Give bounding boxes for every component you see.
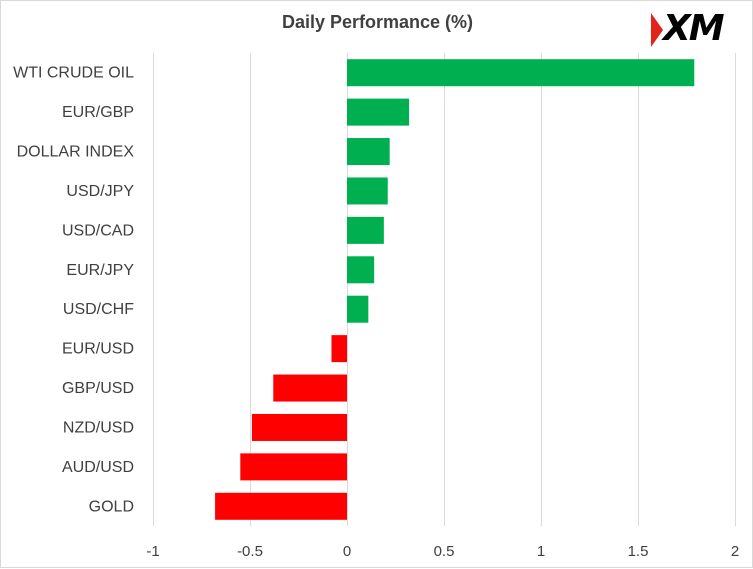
xm-logo-mark-icon	[651, 13, 663, 47]
category-label: USD/CAD	[62, 222, 134, 239]
bar	[240, 453, 347, 481]
x-tick-label: 1.5	[628, 543, 649, 560]
category-label: USD/CHF	[63, 301, 134, 318]
bar	[215, 492, 347, 520]
bar	[347, 59, 695, 87]
xm-logo: XM	[651, 8, 747, 51]
category-label: USD/JPY	[66, 183, 134, 200]
bar	[347, 216, 384, 244]
bar	[347, 256, 375, 284]
category-label: WTI CRUDE OIL	[13, 65, 134, 82]
category-label: NZD/USD	[63, 419, 134, 436]
bar	[331, 335, 347, 363]
x-tick-label: 0.5	[434, 543, 455, 560]
bar	[347, 98, 410, 126]
category-label: DOLLAR INDEX	[17, 144, 135, 161]
category-label: EUR/GBP	[62, 104, 134, 121]
chart-title: Daily Performance (%)	[281, 12, 474, 32]
bar	[347, 177, 388, 205]
bar	[273, 374, 347, 402]
category-label: AUD/USD	[62, 459, 134, 476]
bar	[251, 413, 347, 441]
bar	[347, 295, 369, 323]
category-label: GBP/USD	[62, 380, 134, 397]
x-tick-label: 0	[343, 543, 351, 560]
x-tick-label: 1	[537, 543, 545, 560]
category-label: GOLD	[89, 498, 134, 515]
xm-logo-text: XM	[663, 8, 725, 49]
x-tick-label: -0.5	[237, 543, 263, 560]
category-label: EUR/JPY	[66, 262, 134, 279]
bar	[347, 138, 390, 166]
x-tick-label: 2	[731, 543, 739, 560]
x-tick-label: -1	[146, 543, 159, 560]
category-label: EUR/USD	[62, 341, 134, 358]
